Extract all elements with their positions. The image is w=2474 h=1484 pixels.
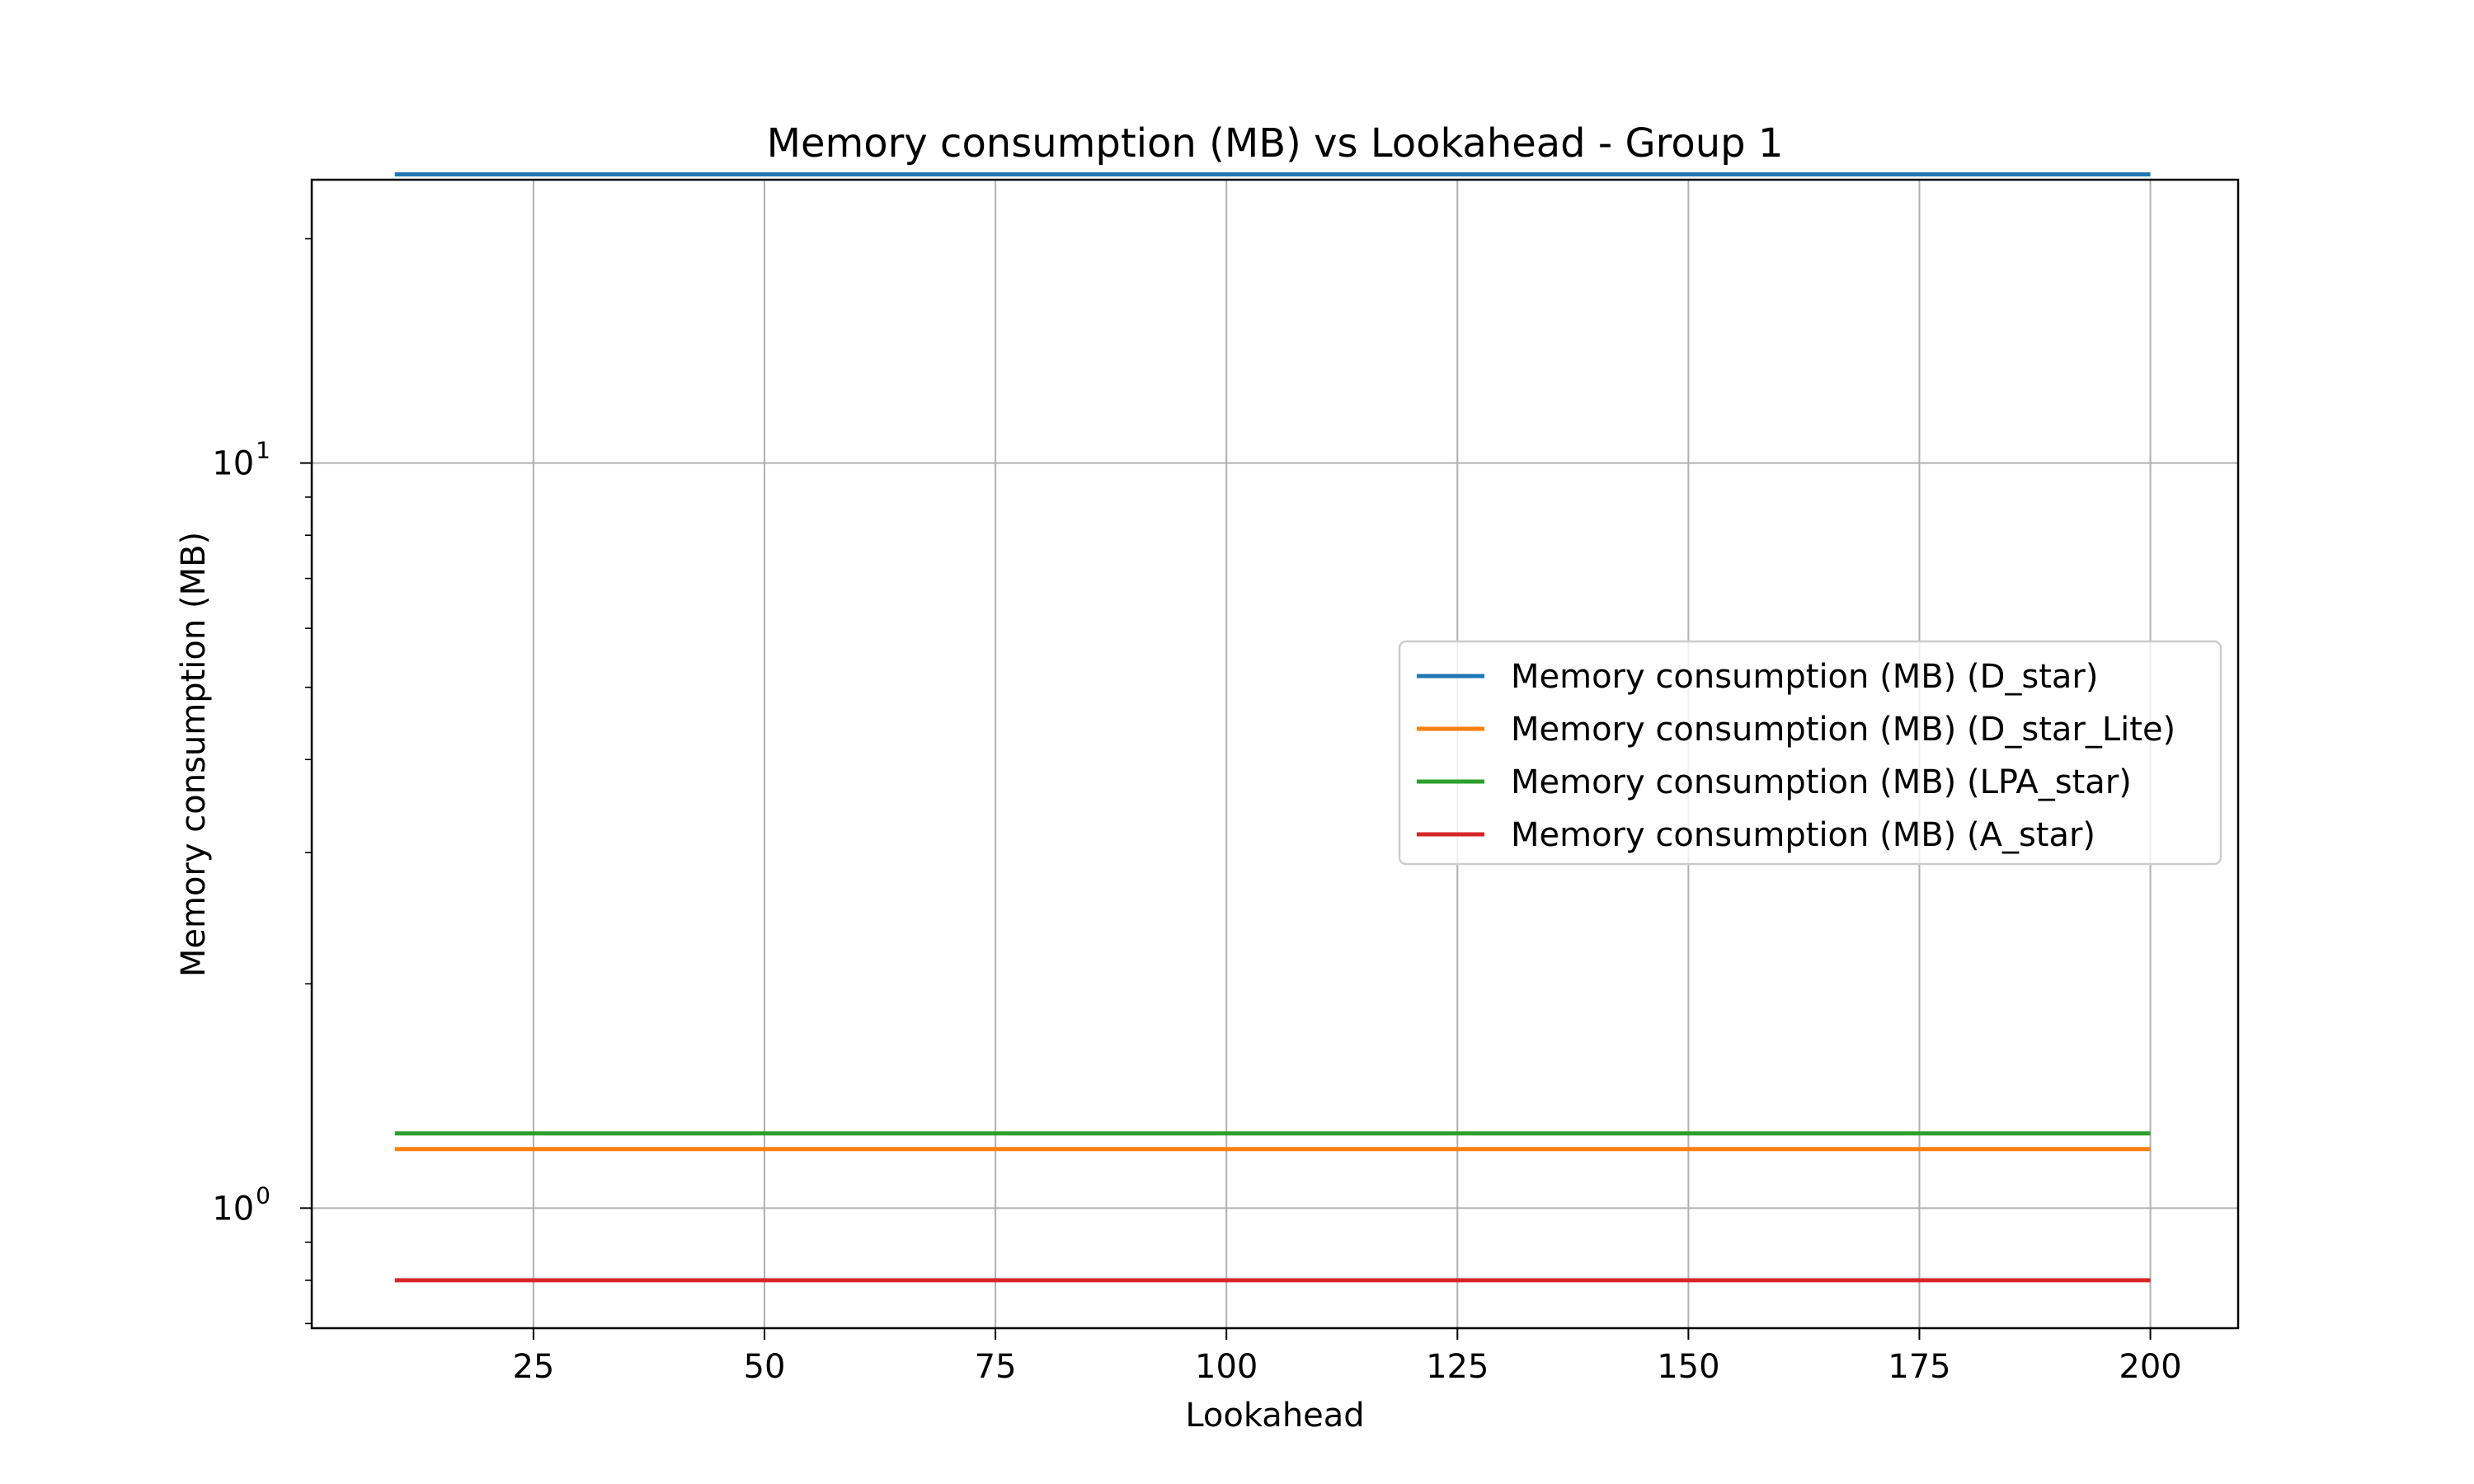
legend-frame (1398, 640, 2222, 866)
legend-entry: Memory consumption (MB) (A_star) (1511, 816, 2095, 854)
legend: Memory consumption (MB) (D_star) Memory c… (1398, 640, 2222, 866)
x-tick-label: 75 (975, 1348, 1017, 1386)
x-axis-label: Lookahead (1185, 1397, 1364, 1435)
x-tick-label: 125 (1426, 1348, 1489, 1386)
plot-frame (310, 178, 2240, 1330)
x-tick-label: 50 (744, 1348, 786, 1386)
y-tick-exponent: 1 (256, 437, 270, 464)
x-tick-label: 100 (1195, 1348, 1258, 1386)
legend-entry: Memory consumption (MB) (D_star) (1511, 658, 2098, 696)
x-tick-label: 200 (2119, 1348, 2181, 1386)
legend-entry: Memory consumption (MB) (D_star_Lite) (1511, 711, 2175, 749)
x-tick-label: 150 (1657, 1348, 1719, 1386)
chart-title: Memory consumption (MB) vs Lookahead - G… (767, 120, 1784, 167)
legend-entry: Memory consumption (MB) (LPA_star) (1511, 763, 2132, 801)
y-tick-exponent: 0 (256, 1181, 270, 1209)
x-tick-label: 175 (1888, 1348, 1950, 1386)
x-tick-label: 25 (512, 1348, 554, 1386)
y-axis-label: Memory consumption (MB) (175, 532, 213, 977)
series-lines (394, 172, 2151, 1283)
x-axis-ticks: 25 50 75 100 125 150 175 200 (512, 1328, 2182, 1386)
